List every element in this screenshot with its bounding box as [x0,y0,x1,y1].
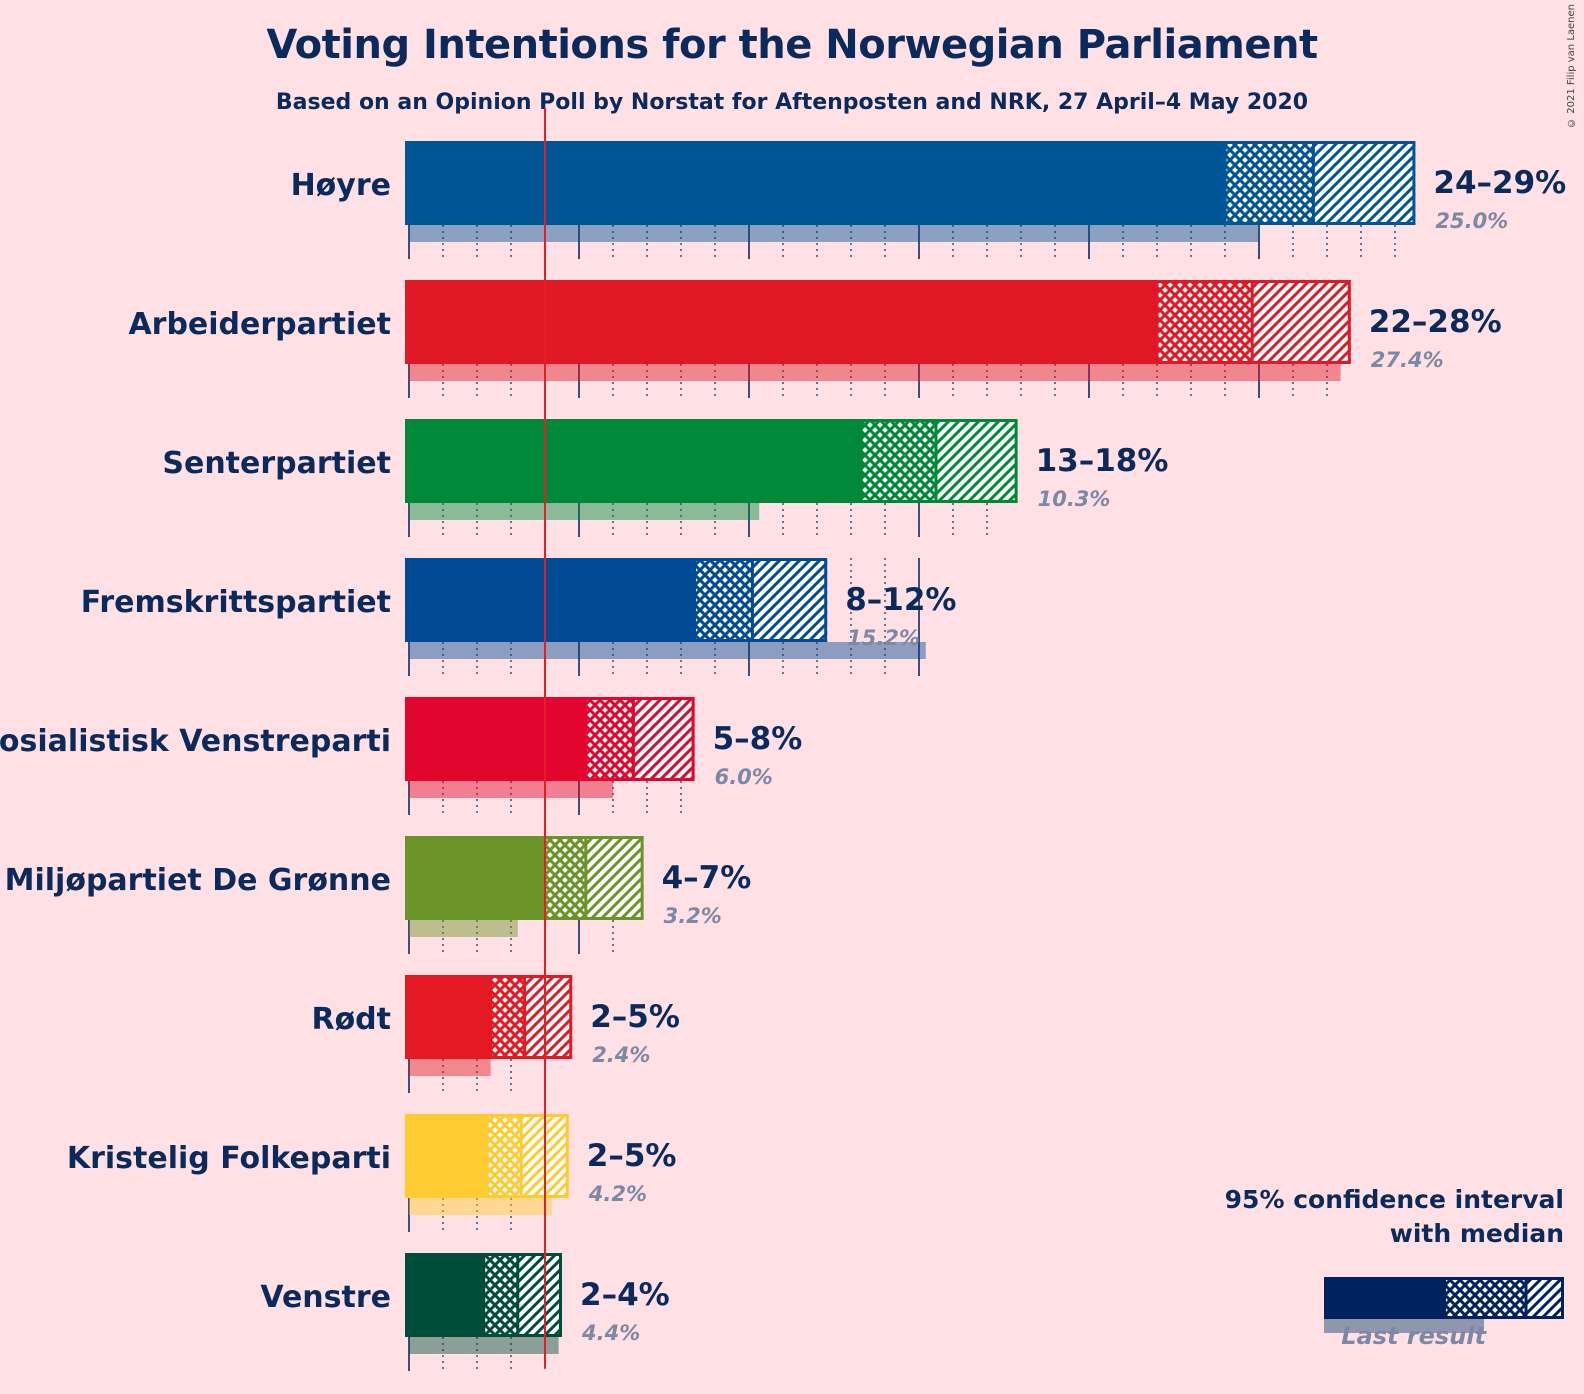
legend-title-line2: with median [1389,1219,1564,1248]
legend-title-line1: 95% confidence interval [1224,1185,1564,1214]
ci-upper-half [585,836,644,920]
legend-graphic [1324,1277,1564,1333]
range-label: 24–29% [1433,165,1566,201]
ci-lower-half [490,975,525,1059]
last-result-label: 4.4% [581,1321,640,1345]
party-label: Arbeiderpartiet [128,307,391,342]
ci-lower-half [487,1114,522,1198]
ci-lower-half [1225,141,1314,225]
ci-lower-half [694,558,753,642]
ci-solid-bar [405,141,1225,225]
ci-outline [584,697,695,781]
range-label: 22–28% [1369,304,1502,340]
party-row-5: Miljøpartiet De Grønne 4–7% 3.2% [5,836,752,937]
ci-solid-bar [405,1114,488,1198]
last-result-bar [409,1198,552,1215]
ci-solid-bar [405,558,695,642]
ci-outline [485,1114,569,1198]
ci-upper-half [633,697,695,781]
last-result-label: 3.2% [664,904,722,928]
last-result-bar [409,642,926,659]
legend-last-bar [1324,1315,1484,1333]
legend-title: 95% confidence interval with median [1180,1183,1564,1251]
ci-outline [1223,141,1416,225]
party-row-6: Rødt 2–5% 2.4% [311,975,680,1076]
last-result-label: 25.0% [1435,209,1508,233]
range-label: 4–7% [662,860,752,896]
party-label: Miljøpartiet De Grønne [5,863,391,898]
legend-last-result: Last result [1341,1322,1486,1350]
last-result-label: 15.2% [847,626,920,650]
ci-lower-half [1157,280,1253,364]
ci-upper-half [936,419,1018,503]
ci-solid-bar [405,975,491,1059]
last-result-bar [409,225,1259,242]
party-label: Venstre [260,1280,391,1315]
ci-upper-half [517,1253,562,1337]
ci-outline [693,558,828,642]
ci-solid-bar [405,280,1157,364]
party-row-3: Fremskrittspartiet 8–12% 15.2% [81,558,956,659]
party-row-4: Sosialistisk Venstreparti 5–8% 6.0% [0,697,802,798]
party-row-0: Høyre 24–29% 25.0% [291,141,1566,242]
party-label: Senterpartiet [162,446,391,481]
ci-lower-half [861,419,936,503]
chart-subtitle: Based on an Opinion Poll by Norstat for … [275,90,1309,115]
ci-outline [482,1253,562,1337]
last-result-bar [409,781,613,798]
last-result-label: 10.3% [1038,487,1111,511]
last-result-bar [409,503,760,520]
last-result-label: 27.4% [1371,348,1444,372]
last-result-bar [409,1337,559,1354]
range-label: 2–5% [590,999,680,1035]
party-row-2: Senterpartiet 13–18% 10.3% [162,419,1168,520]
party-row-7: Kristelig Folkeparti 2–5% 4.2% [67,1114,677,1215]
last-result-label: 6.0% [715,765,773,789]
ci-outline [489,975,573,1059]
last-result-bar [409,1059,491,1076]
ci-solid-bar [405,836,545,920]
legend-hatch [1526,1277,1564,1319]
party-label: Høyre [291,168,391,203]
party-row-1: Arbeiderpartiet 22–28% 27.4% [128,280,1502,381]
ci-upper-half [524,975,573,1059]
last-result-bar [409,920,518,937]
ci-lower-half [585,697,634,781]
ci-lower-half [483,1253,518,1337]
ci-lower-half [545,836,586,920]
chart-title: Voting Intentions for the Norwegian Parl… [266,22,1318,68]
range-label: 8–12% [845,582,956,618]
last-result-label: 2.4% [592,1043,650,1067]
ci-solid-bar [405,419,862,503]
range-label: 5–8% [713,721,803,757]
range-label: 2–4% [580,1277,670,1313]
ci-solid-bar [405,697,586,781]
ci-upper-half [1313,141,1416,225]
party-label: Sosialistisk Venstreparti [0,724,391,759]
party-label: Kristelig Folkeparti [67,1141,391,1176]
ci-upper-half [752,558,828,642]
party-row-8: Venstre 2–4% 4.4% [260,1253,670,1354]
legend-cross [1446,1277,1526,1319]
range-label: 13–18% [1036,443,1169,479]
ci-solid-bar [405,1253,484,1337]
party-label: Rødt [311,1002,391,1037]
ci-outline [859,419,1018,503]
ci-upper-half [1252,280,1351,364]
legend-outline [1324,1277,1564,1319]
legend-solid [1324,1277,1446,1319]
last-result-label: 4.2% [588,1182,647,1206]
last-result-bar [409,364,1341,381]
range-label: 2–5% [587,1138,677,1174]
party-label: Fremskrittspartiet [81,585,391,620]
bars: Høyre 24–29% 25.0% Arbeiderpartiet 22–28% 27.… [0,141,1566,1354]
